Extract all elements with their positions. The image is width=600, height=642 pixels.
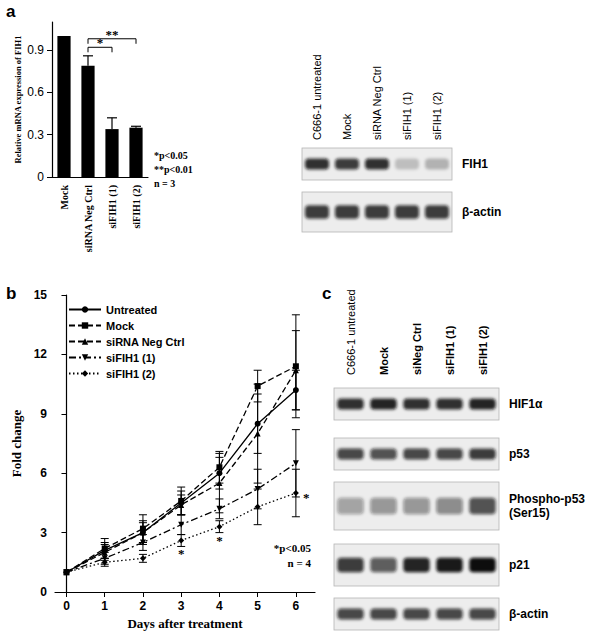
svg-text:Mock: Mock [378, 346, 390, 375]
svg-text:Untreated: Untreated [106, 304, 157, 316]
svg-text:Mock: Mock [59, 185, 70, 210]
svg-text:C666-1 untreated: C666-1 untreated [311, 54, 323, 140]
svg-text:9: 9 [40, 407, 47, 421]
svg-text:6: 6 [293, 599, 300, 613]
svg-text:3: 3 [178, 599, 185, 613]
svg-text:siRNA Neg Ctrl: siRNA Neg Ctrl [83, 185, 94, 252]
svg-text:3: 3 [40, 526, 47, 540]
svg-text:p53: p53 [509, 447, 530, 461]
html-text:a: a [6, 2, 16, 21]
svg-text:p21: p21 [509, 558, 530, 572]
svg-text:**p<0.01: **p<0.01 [154, 164, 193, 175]
svg-text:siFIH1 (2): siFIH1 (2) [477, 325, 489, 375]
svg-text:HIF1α: HIF1α [509, 397, 543, 411]
svg-text:15: 15 [34, 288, 48, 302]
svg-text:0.6: 0.6 [27, 85, 44, 99]
svg-text:12: 12 [34, 347, 48, 361]
svg-text:5: 5 [254, 599, 261, 613]
svg-text:β-actin: β-actin [509, 607, 548, 621]
svg-text:**: ** [106, 27, 119, 42]
svg-text:*: * [178, 546, 185, 561]
svg-text:siNeg Ctrl: siNeg Ctrl [411, 323, 423, 375]
svg-text:*: * [97, 35, 104, 50]
svg-text:Relative mRNA expression of FI: Relative mRNA expression of FIH1 [13, 36, 23, 164]
svg-text:0: 0 [40, 585, 47, 599]
html-text:b: b [6, 284, 17, 303]
svg-text:Mock: Mock [106, 320, 135, 332]
svg-text:siFIH1 (2): siFIH1 (2) [106, 368, 156, 380]
svg-text:*: * [216, 533, 223, 548]
svg-text:FIH1: FIH1 [462, 157, 488, 171]
svg-text:*p<0.05: *p<0.05 [274, 542, 312, 554]
svg-text:Phospho-p53: Phospho-p53 [509, 492, 585, 506]
svg-text:siFIH1 (2): siFIH1 (2) [131, 185, 143, 229]
svg-text:siFIH1 (1): siFIH1 (1) [444, 325, 456, 375]
svg-text:β-actin: β-actin [462, 205, 501, 219]
svg-text:4: 4 [216, 599, 223, 613]
svg-text:siRNA Neg Ctrl: siRNA Neg Ctrl [106, 336, 184, 348]
svg-text:0.9: 0.9 [27, 43, 44, 57]
svg-text:(Ser15): (Ser15) [509, 506, 550, 520]
svg-text:Mock: Mock [341, 113, 353, 140]
svg-text:0.3: 0.3 [27, 128, 44, 142]
svg-text:*p<0.05: *p<0.05 [154, 150, 188, 161]
svg-text:siFIH1 (1): siFIH1 (1) [401, 92, 413, 140]
svg-text:C666-1 untreated: C666-1 untreated [345, 289, 357, 375]
svg-text:0: 0 [37, 170, 44, 184]
svg-text:siFIH1 (1): siFIH1 (1) [106, 352, 156, 364]
svg-text:6: 6 [40, 466, 47, 480]
svg-text:n = 4: n = 4 [288, 557, 312, 569]
svg-text:siRNA Neg Ctrl: siRNA Neg Ctrl [371, 66, 383, 140]
svg-text:Fold change: Fold change [9, 410, 24, 478]
svg-text:1: 1 [101, 599, 108, 613]
svg-text:*: * [303, 490, 310, 505]
svg-text:siFIH1 (2): siFIH1 (2) [431, 92, 443, 140]
svg-text:2: 2 [140, 599, 147, 613]
svg-text:Days after treatment: Days after treatment [127, 616, 243, 631]
svg-text:n = 3: n = 3 [154, 178, 175, 189]
svg-text:0: 0 [63, 599, 70, 613]
html-text:c: c [322, 284, 332, 303]
svg-text:siFIH1 (1): siFIH1 (1) [107, 185, 119, 229]
